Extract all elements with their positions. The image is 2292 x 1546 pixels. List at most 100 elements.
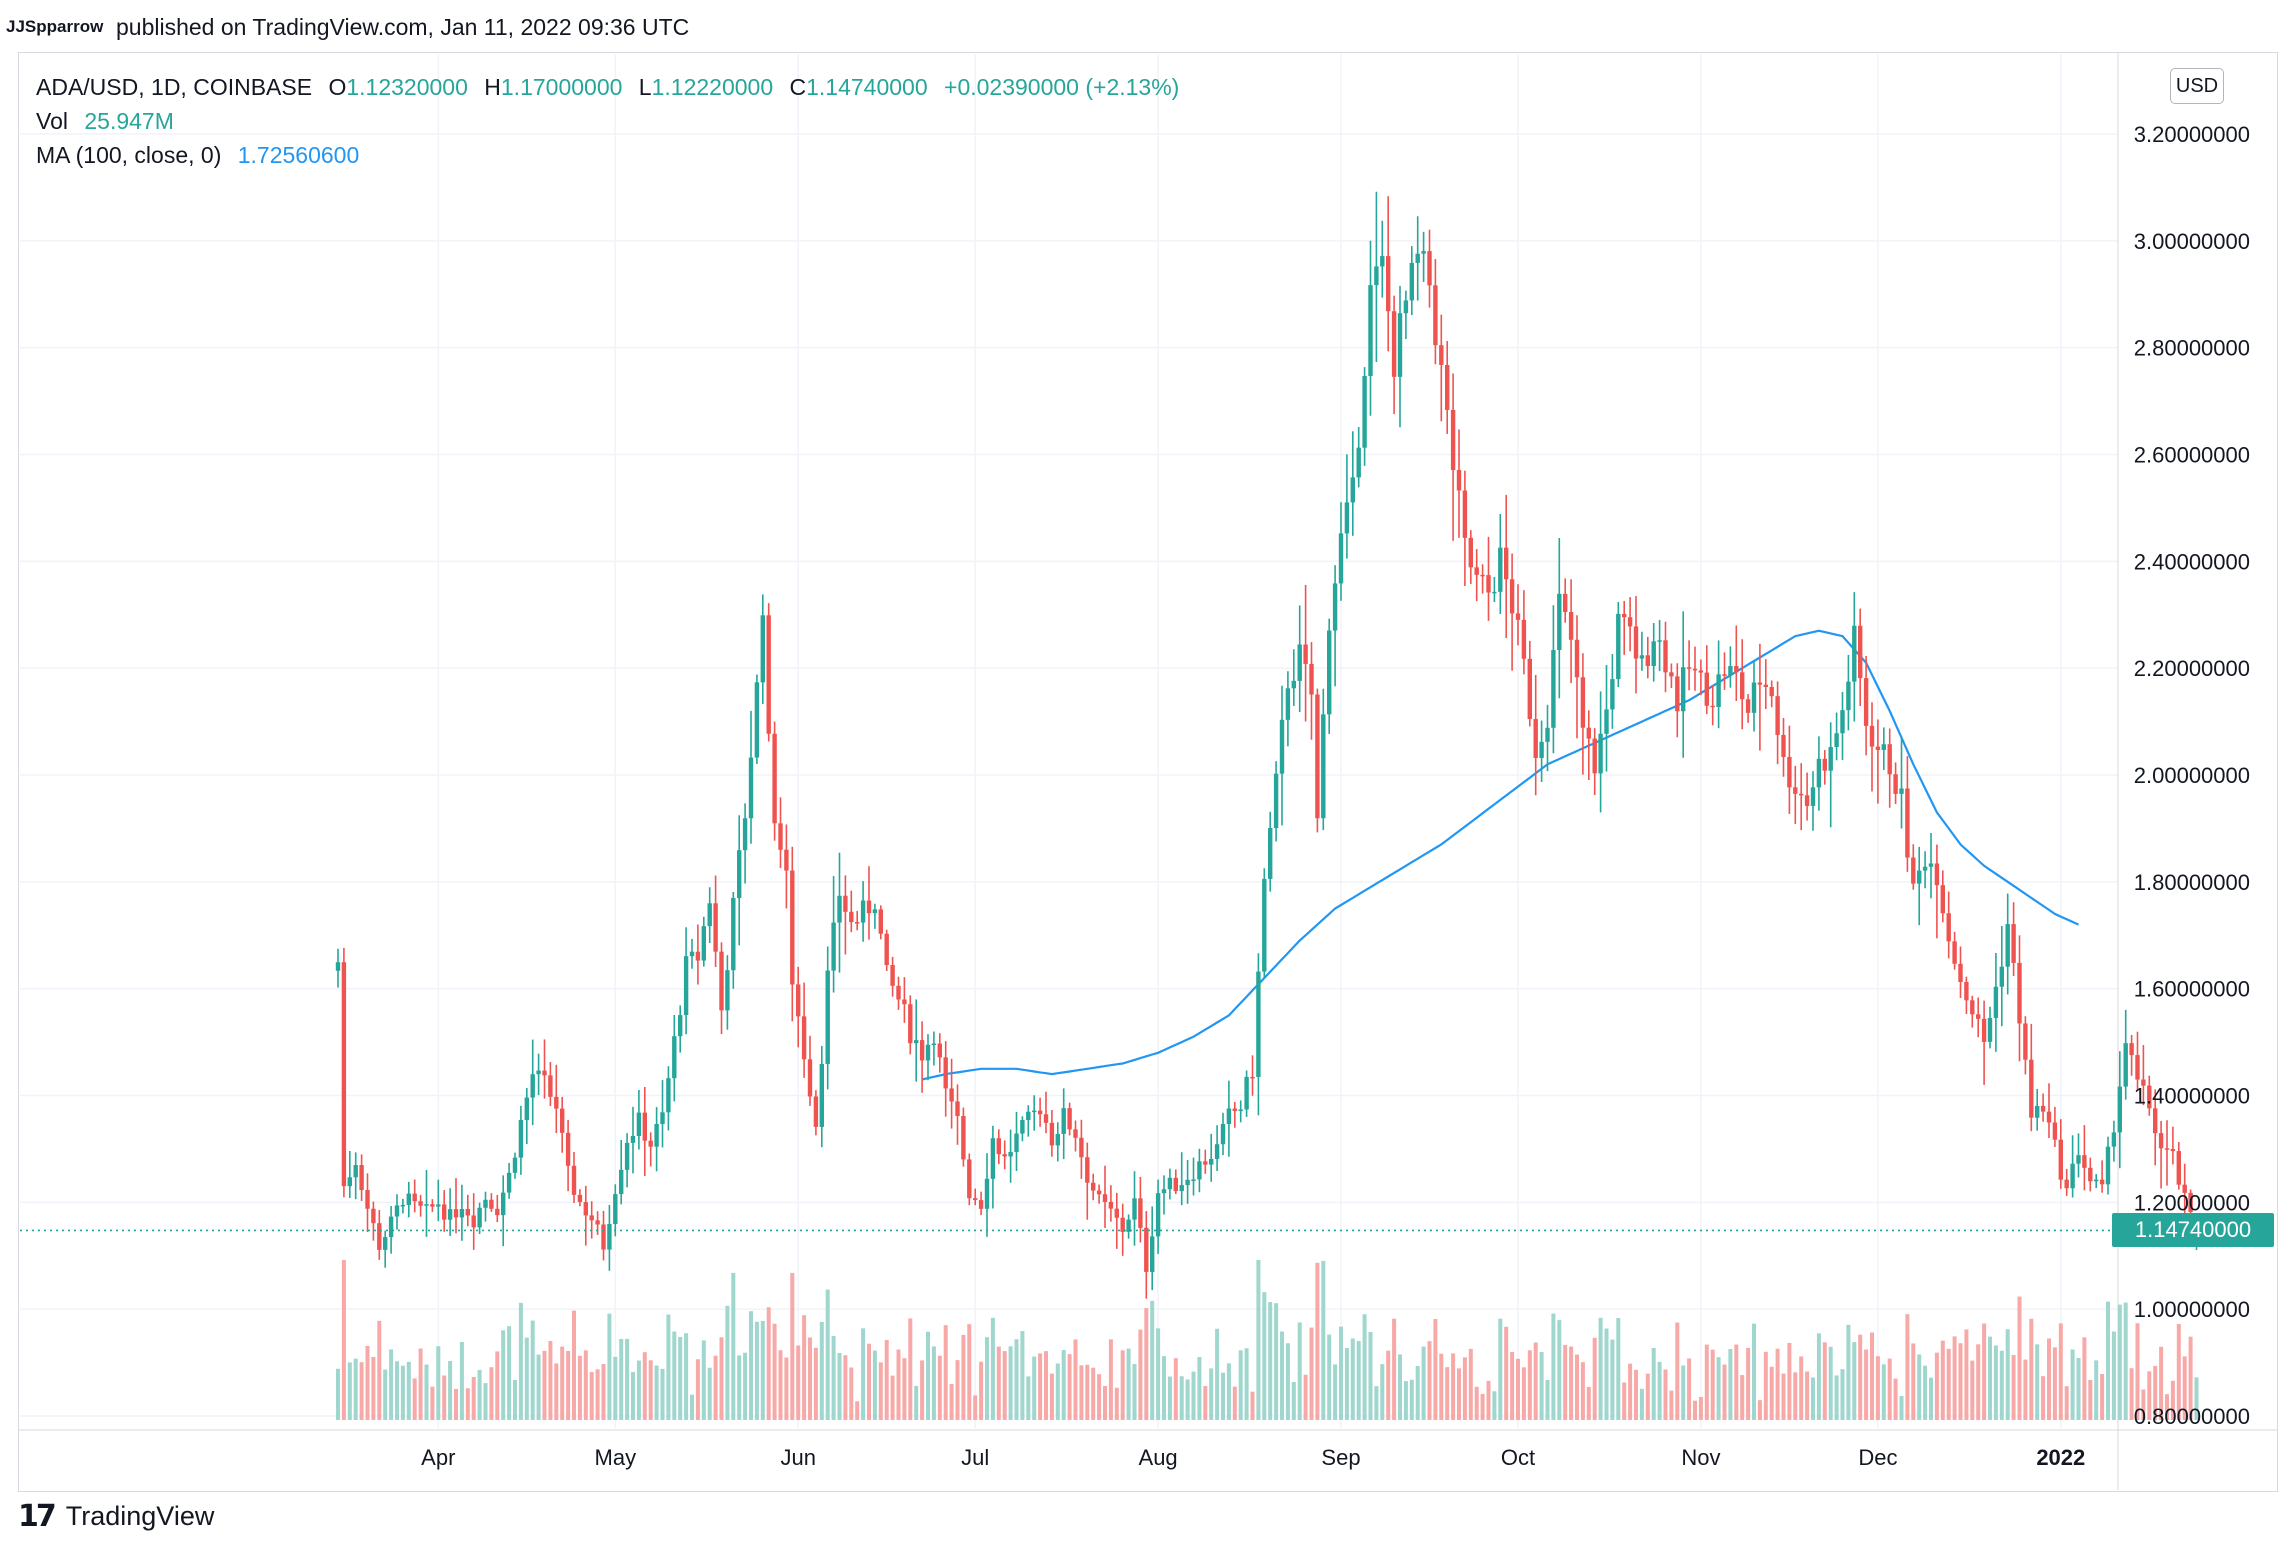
vol-value: 25.947M bbox=[84, 108, 174, 134]
volume-bar-195 bbox=[1486, 1380, 1491, 1420]
candle-body-281 bbox=[1993, 986, 1999, 1018]
candle-body-184 bbox=[1421, 251, 1426, 254]
ma-label[interactable]: MA (100, close, 0) bbox=[36, 142, 222, 168]
candle-body-215 bbox=[1604, 709, 1609, 734]
symbol-label[interactable]: ADA/USD, 1D, COINBASE bbox=[36, 74, 313, 100]
volume-bar-106 bbox=[961, 1334, 966, 1420]
volume-bars bbox=[336, 1260, 2199, 1420]
volume-bar-245 bbox=[1781, 1373, 1786, 1420]
volume-bar-229 bbox=[1687, 1358, 1692, 1420]
candle-body-148 bbox=[1209, 1158, 1214, 1165]
candle-body-67 bbox=[731, 898, 736, 971]
candle-body-256 bbox=[1846, 681, 1851, 711]
candle-body-16 bbox=[430, 1204, 435, 1207]
candle-body-155 bbox=[1250, 1076, 1255, 1079]
volume-bar-96 bbox=[902, 1358, 907, 1420]
candle-body-228 bbox=[1681, 667, 1686, 712]
volume-bar-100 bbox=[926, 1331, 930, 1420]
volume-bar-110 bbox=[985, 1337, 989, 1420]
volume-bar-70 bbox=[749, 1311, 753, 1420]
author-name[interactable]: JJSpparrow bbox=[6, 17, 104, 36]
volume-bar-284 bbox=[2011, 1355, 2016, 1420]
volume-bar-141 bbox=[1167, 1376, 1172, 1420]
volume-bar-9 bbox=[389, 1349, 394, 1420]
candle-body-64 bbox=[713, 903, 718, 952]
volume-bar-136 bbox=[1138, 1329, 1143, 1420]
x-tick-label-0: Apr bbox=[421, 1445, 455, 1470]
candle-body-45 bbox=[601, 1224, 606, 1250]
candle-body-130 bbox=[1102, 1194, 1108, 1202]
publish-info: published on TradingView.com, Jan 11, 20… bbox=[116, 14, 690, 40]
volume-bar-205 bbox=[1545, 1379, 1550, 1420]
candle-body-182 bbox=[1409, 262, 1414, 301]
volume-bar-118 bbox=[1032, 1356, 1037, 1420]
candle-body-296 bbox=[2082, 1155, 2087, 1168]
volume-bar-276 bbox=[1964, 1329, 1969, 1420]
volume-bar-264 bbox=[1893, 1378, 1898, 1420]
y-tick-label-7: 1.80000000 bbox=[2134, 870, 2250, 895]
volume-bar-145 bbox=[1191, 1371, 1196, 1420]
candle-body-89 bbox=[860, 900, 866, 923]
volume-bar-258 bbox=[1858, 1334, 1863, 1420]
volume-bar-131 bbox=[1108, 1339, 1113, 1420]
volume-bar-142 bbox=[1173, 1358, 1178, 1420]
candle-body-266 bbox=[1905, 788, 1910, 858]
volume-bar-91 bbox=[872, 1350, 877, 1420]
candle-body-274 bbox=[1952, 941, 1957, 964]
candle-body-219 bbox=[1627, 617, 1633, 627]
close-label: C bbox=[789, 74, 807, 100]
volume-bar-166 bbox=[1315, 1262, 1320, 1420]
volume-bar-65 bbox=[719, 1337, 724, 1420]
candle-body-88 bbox=[855, 922, 860, 924]
volume-bar-74 bbox=[772, 1323, 777, 1420]
volume-bar-171 bbox=[1344, 1348, 1349, 1420]
candle-body-100 bbox=[925, 1044, 931, 1061]
candle-body-288 bbox=[2035, 1105, 2040, 1118]
candle-body-205 bbox=[1545, 727, 1550, 742]
candle-body-70 bbox=[748, 757, 754, 819]
volume-bar-300 bbox=[2106, 1301, 2110, 1420]
volume-bar-270 bbox=[1929, 1377, 1933, 1420]
candle-body-206 bbox=[1551, 650, 1556, 728]
y-tick-label-8: 1.60000000 bbox=[2134, 977, 2250, 1002]
volume-bar-304 bbox=[2129, 1368, 2134, 1420]
volume-bar-66 bbox=[725, 1305, 730, 1420]
vol-label[interactable]: Vol bbox=[36, 108, 68, 134]
candle-body-307 bbox=[2147, 1085, 2152, 1109]
volume-bar-281 bbox=[1993, 1345, 1998, 1420]
ma-line bbox=[921, 629, 2079, 1081]
candle-body-147 bbox=[1203, 1161, 1208, 1165]
candle-body-284 bbox=[2011, 924, 2016, 963]
ohlc-row: ADA/USD, 1D, COINBASE O1.12320000 H1.170… bbox=[36, 70, 1179, 104]
candle-body-10 bbox=[394, 1205, 400, 1217]
candle-body-171 bbox=[1344, 502, 1350, 534]
volume-bar-64 bbox=[713, 1355, 718, 1420]
volume-bar-311 bbox=[2170, 1380, 2175, 1420]
candle-body-159 bbox=[1273, 773, 1279, 828]
volume-bar-232 bbox=[1704, 1344, 1709, 1420]
volume-bar-262 bbox=[1881, 1364, 1886, 1420]
candle-body-310 bbox=[2164, 1148, 2170, 1150]
candle-body-12 bbox=[406, 1193, 411, 1205]
y-tick-label-1: 3.00000000 bbox=[2134, 229, 2250, 254]
candle-body-140 bbox=[1161, 1189, 1167, 1194]
candle-body-230 bbox=[1692, 668, 1698, 671]
candle-body-139 bbox=[1155, 1193, 1161, 1237]
change-value: +0.02390000 (+2.13%) bbox=[944, 74, 1180, 100]
volume-bar-41 bbox=[577, 1355, 582, 1420]
volume-bar-42 bbox=[583, 1350, 588, 1420]
candle-body-265 bbox=[1899, 788, 1904, 794]
candle-body-123 bbox=[1061, 1108, 1066, 1134]
ma-value: 1.72560600 bbox=[237, 142, 360, 168]
volume-bar-257 bbox=[1852, 1342, 1857, 1420]
volume-bar-83 bbox=[825, 1289, 830, 1420]
volume-bar-259 bbox=[1864, 1349, 1869, 1420]
volume-bar-68 bbox=[737, 1355, 742, 1420]
volume-bar-37 bbox=[554, 1363, 559, 1420]
volume-bar-295 bbox=[2076, 1357, 2081, 1420]
currency-button[interactable]: USD bbox=[2170, 68, 2224, 104]
volume-bar-95 bbox=[896, 1349, 901, 1420]
candle-body-289 bbox=[2040, 1105, 2046, 1112]
tradingview-logo[interactable]: 17 TradingView bbox=[18, 1496, 214, 1536]
